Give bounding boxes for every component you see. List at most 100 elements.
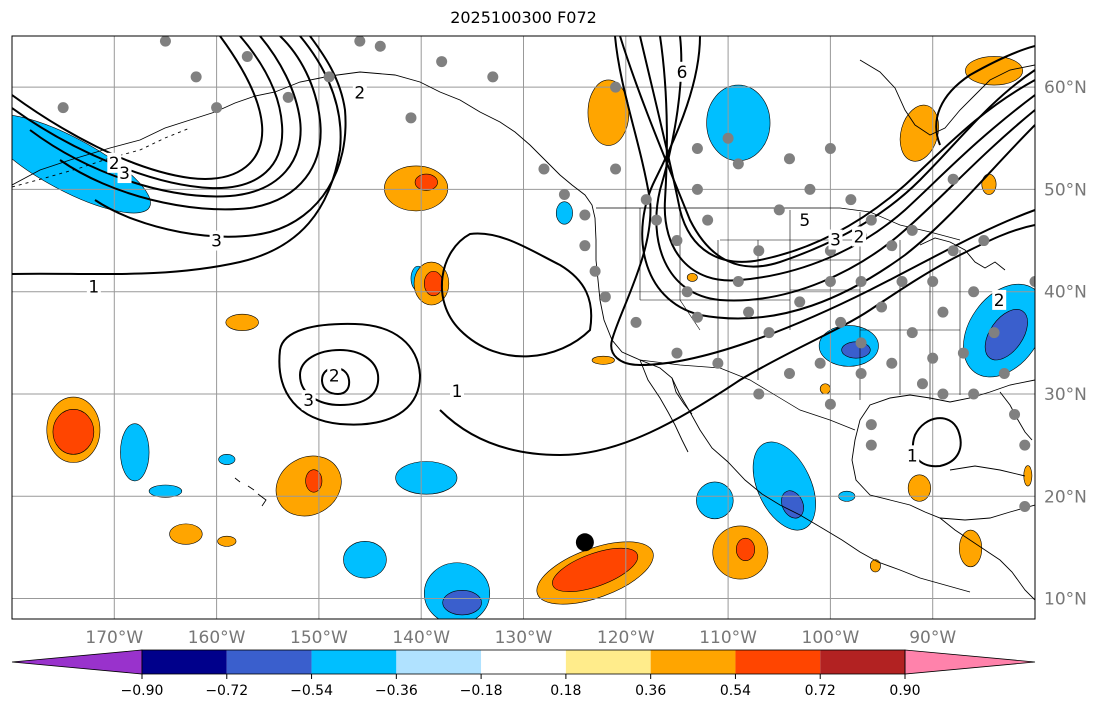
station-marker bbox=[814, 357, 826, 369]
station-marker bbox=[947, 245, 959, 257]
contour-label: 1 bbox=[452, 382, 463, 402]
shaded-area bbox=[735, 537, 755, 561]
colorbar-label: 0.36 bbox=[635, 683, 666, 699]
shaded-area bbox=[414, 173, 438, 191]
station-marker bbox=[691, 183, 703, 195]
contour-line bbox=[29, 36, 302, 198]
station-markers bbox=[57, 36, 1035, 512]
station-marker bbox=[323, 71, 335, 83]
colorbar-label: −0.90 bbox=[121, 683, 164, 699]
contour-line bbox=[439, 224, 1035, 457]
hawaii-islands bbox=[234, 477, 267, 507]
map-title: 2025100300 F072 bbox=[450, 8, 597, 27]
longitude-label: 140°W bbox=[392, 628, 450, 648]
shaded-area bbox=[696, 481, 734, 520]
longitude-label: 120°W bbox=[597, 628, 655, 648]
colorbar-segment bbox=[565, 650, 651, 674]
station-marker bbox=[845, 194, 857, 206]
contour-label: 2 bbox=[109, 154, 120, 174]
station-marker bbox=[610, 163, 622, 175]
station-marker bbox=[722, 132, 734, 144]
contour-label: 3 bbox=[830, 231, 841, 251]
station-marker bbox=[865, 214, 877, 226]
contour-lines bbox=[12, 36, 1035, 468]
shaded-area bbox=[869, 559, 881, 573]
contour-label: 2 bbox=[354, 83, 365, 103]
station-marker bbox=[835, 316, 847, 328]
station-marker bbox=[896, 275, 908, 287]
contour-label: 3 bbox=[211, 232, 222, 252]
contour-label: 1 bbox=[88, 278, 99, 298]
station-marker bbox=[681, 286, 693, 298]
colorbar-segment bbox=[735, 650, 821, 674]
florida-peninsula bbox=[999, 391, 1033, 441]
shaded-area bbox=[781, 490, 804, 519]
colorbar-segment bbox=[820, 650, 905, 674]
station-marker bbox=[927, 275, 939, 287]
colorbar-label: −0.18 bbox=[460, 683, 503, 699]
station-marker bbox=[824, 398, 836, 410]
contour-line bbox=[440, 232, 593, 358]
shaded-fields bbox=[12, 56, 1035, 619]
station-marker bbox=[968, 286, 980, 298]
colorbar-label: −0.72 bbox=[205, 683, 248, 699]
station-marker bbox=[190, 71, 202, 83]
station-marker bbox=[691, 143, 703, 155]
graticule bbox=[12, 36, 1035, 619]
station-marker bbox=[712, 357, 724, 369]
baja-california bbox=[639, 359, 693, 453]
station-marker bbox=[753, 388, 765, 400]
station-marker bbox=[865, 419, 877, 431]
shaded-area bbox=[148, 484, 183, 498]
shaded-area bbox=[217, 535, 237, 547]
colorbar-label: 0.72 bbox=[805, 683, 836, 699]
contour-label: 3 bbox=[303, 391, 314, 411]
contour-line bbox=[12, 36, 264, 180]
station-marker bbox=[855, 337, 867, 349]
station-marker bbox=[855, 368, 867, 380]
station-marker bbox=[865, 439, 877, 451]
contour-label: 6 bbox=[677, 63, 688, 83]
station-marker bbox=[978, 235, 990, 247]
shaded-area bbox=[984, 309, 1028, 361]
station-marker bbox=[957, 347, 969, 359]
map-frame bbox=[11, 35, 1036, 620]
contour-line bbox=[278, 322, 422, 426]
station-marker bbox=[159, 36, 171, 47]
station-marker bbox=[374, 40, 386, 52]
station-marker bbox=[691, 311, 703, 323]
station-marker bbox=[640, 194, 652, 206]
station-marker bbox=[579, 209, 591, 221]
station-marker bbox=[988, 327, 1000, 339]
shaded-area bbox=[686, 272, 698, 282]
colorbar-segment bbox=[481, 650, 566, 674]
station-marker bbox=[783, 153, 795, 165]
cuba bbox=[949, 465, 1026, 477]
station-marker bbox=[599, 291, 611, 303]
station-marker bbox=[886, 240, 898, 252]
station-marker bbox=[405, 112, 417, 124]
shaded-area bbox=[706, 84, 771, 162]
colorbar-segment bbox=[142, 650, 227, 674]
shaded-area bbox=[442, 590, 482, 616]
shaded-area bbox=[12, 114, 151, 214]
latitude-label: 20°N bbox=[1044, 487, 1087, 507]
station-marker bbox=[783, 368, 795, 380]
contour-label: 3 bbox=[119, 164, 130, 184]
station-marker bbox=[1009, 408, 1021, 420]
shaded-area bbox=[343, 540, 387, 579]
station-marker bbox=[1029, 275, 1035, 287]
shaded-area bbox=[958, 529, 983, 568]
station-marker bbox=[927, 352, 939, 364]
station-marker bbox=[824, 143, 836, 155]
station-marker bbox=[937, 388, 949, 400]
station-marker bbox=[906, 224, 918, 236]
station-marker bbox=[732, 158, 744, 170]
contour-line bbox=[59, 36, 322, 211]
shaded-area bbox=[305, 469, 323, 493]
station-marker bbox=[354, 36, 366, 47]
colorbar-segment bbox=[311, 650, 397, 674]
station-marker bbox=[671, 347, 683, 359]
shaded-area bbox=[169, 523, 203, 545]
longitude-label: 100°W bbox=[802, 628, 860, 648]
